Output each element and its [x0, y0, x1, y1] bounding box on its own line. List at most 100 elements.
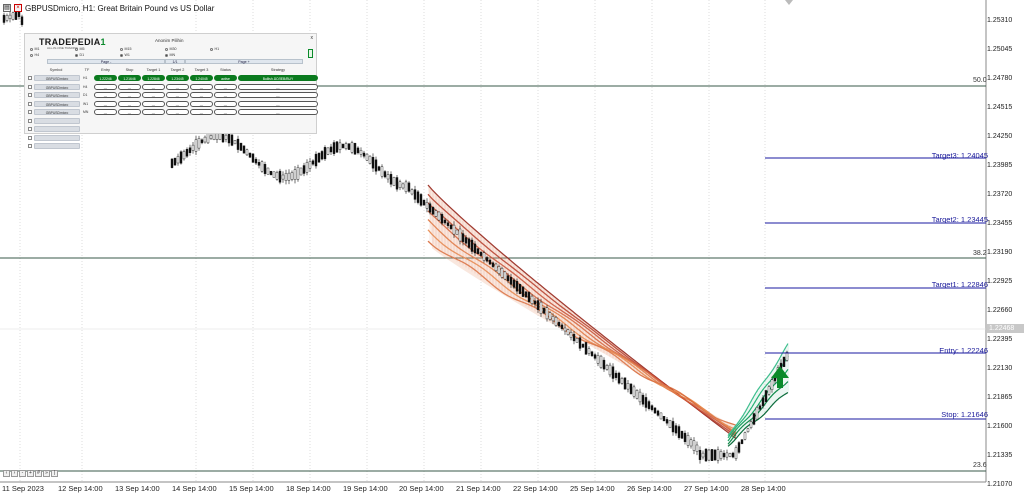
row-symbol[interactable]: GBPUSDmicro — [34, 109, 80, 115]
table-row[interactable]: GBPUSDmicro H1 1.22246 1.21646 1.22846 1.2344… — [28, 75, 318, 81]
price-tick: 1.23720 — [987, 191, 1013, 198]
price-tick: 1.24250 — [987, 133, 1013, 140]
col-stop-header: Stop — [125, 68, 134, 72]
panel-toggle-button[interactable] — [308, 49, 313, 58]
row-checkbox[interactable] — [28, 101, 32, 106]
price-tick: 1.23455 — [987, 220, 1013, 227]
timeframe-label: W1 — [124, 53, 130, 57]
empty-row — [28, 117, 318, 124]
time-tick: 22 Sep 14:00 — [513, 484, 558, 493]
row-t1: 1.22846 — [142, 75, 165, 81]
timeframe-option-m5[interactable]: M5 — [75, 47, 85, 51]
chart-close-icon[interactable]: × — [14, 4, 22, 12]
row-timeframe: H1 — [83, 76, 88, 80]
row-stop: --- — [118, 83, 141, 90]
fib-50-label: 50.0 — [973, 77, 987, 84]
row-checkbox[interactable] — [28, 110, 32, 114]
zoom-in-icon[interactable]: + — [27, 470, 34, 477]
timeframe-label: M15 — [124, 47, 132, 51]
table-row[interactable]: GBPUSDmicro H4 --- --- --- --- --- --- --- — [28, 83, 318, 90]
price-tick: 1.23190 — [987, 249, 1013, 256]
row-symbol[interactable]: GBPUSDmicro — [34, 92, 80, 98]
row-checkbox[interactable] — [28, 118, 32, 123]
row-strategy: --- — [238, 92, 318, 98]
radio-icon[interactable] — [120, 47, 123, 51]
row-stop: --- — [118, 109, 141, 115]
radio-icon[interactable] — [165, 47, 168, 51]
panel-close-icon[interactable]: x — [310, 35, 314, 41]
radio-icon[interactable] — [75, 53, 78, 57]
row-strategy: --- — [238, 83, 318, 90]
timeframe-label: H4 — [34, 53, 40, 57]
chart-symbol-title: GBPUSDmicro, H1: Great Britain Pound vs … — [25, 3, 215, 13]
timeframe-option-mn[interactable]: MN — [165, 53, 175, 57]
row-t1: --- — [142, 83, 165, 90]
radio-icon[interactable] — [210, 47, 213, 51]
row-checkbox[interactable] — [28, 84, 32, 89]
col-target3-header: Target 3 — [194, 68, 209, 72]
timeframe-option-w1[interactable]: W1 — [120, 53, 130, 57]
page-prev-button[interactable]: Page - — [47, 59, 165, 64]
radio-icon[interactable] — [165, 53, 168, 57]
panel-title: Anonim Pilihin — [155, 38, 184, 43]
table-row[interactable]: GBPUSDmicro W1 --- --- --- --- --- --- --- — [28, 100, 318, 107]
table-row[interactable]: GBPUSDmicro D1 --- --- --- --- --- --- --- — [28, 92, 318, 98]
row-checkbox[interactable] — [28, 127, 32, 131]
radio-icon[interactable] — [30, 53, 33, 57]
radio-icon[interactable] — [75, 47, 78, 51]
timeframe-option-d1[interactable]: D1 — [75, 53, 84, 57]
row-checkbox[interactable] — [28, 144, 32, 148]
row-symbol-empty — [34, 126, 80, 132]
col-target1-header: Target 1 — [146, 68, 161, 72]
timeframe-option-m1[interactable]: M1 — [30, 47, 40, 51]
time-tick: 13 Sep 14:00 — [115, 484, 160, 493]
row-timeframe: D1 — [83, 93, 88, 97]
scroll-right-icon[interactable]: › — [11, 470, 18, 477]
ma-ribbons — [427, 184, 789, 447]
timeframe-option-m15[interactable]: M15 — [120, 47, 132, 51]
timeframe-label: M30 — [169, 47, 177, 51]
autoscroll-icon[interactable]: » — [43, 470, 50, 477]
timeframe-option-h4[interactable]: H4 — [30, 53, 39, 57]
time-tick: 25 Sep 14:00 — [570, 484, 615, 493]
radio-icon[interactable] — [120, 53, 123, 57]
row-symbol[interactable]: GBPUSDmicro — [34, 100, 80, 107]
grid-toggle-icon[interactable]: # — [35, 470, 42, 477]
time-tick: 27 Sep 14:00 — [684, 484, 729, 493]
row-t2: --- — [166, 109, 189, 115]
price-tick: 1.22395 — [987, 336, 1013, 343]
radio-icon[interactable] — [30, 47, 33, 51]
scroll-left-icon[interactable]: ‹ — [3, 470, 10, 477]
row-status: --- — [214, 83, 237, 90]
time-tick: 26 Sep 14:00 — [627, 484, 672, 493]
row-checkbox[interactable] — [28, 135, 32, 140]
chart-shift-icon[interactable] — [785, 0, 793, 5]
row-t2: --- — [166, 92, 189, 98]
price-tick: 1.21600 — [987, 423, 1013, 430]
table-row[interactable]: GBPUSDmicro MN --- --- --- --- --- --- --- — [28, 109, 318, 115]
chart-scroll-controls: ‹ › - + # » | — [3, 470, 58, 477]
zoom-out-icon[interactable]: - — [19, 470, 26, 477]
row-symbol-empty — [34, 117, 80, 124]
row-symbol[interactable]: GBPUSDmicro — [34, 75, 80, 81]
buy-arrow — [771, 366, 789, 388]
timeframe-label: M1 — [34, 47, 40, 51]
timeframe-option-m30[interactable]: M30 — [165, 47, 177, 51]
row-symbol[interactable]: GBPUSDmicro — [34, 83, 80, 90]
price-tick: 1.22130 — [987, 365, 1013, 372]
row-checkbox[interactable] — [28, 93, 32, 97]
price-tick: 1.23985 — [987, 162, 1013, 169]
price-tick: 1.24515 — [987, 104, 1013, 111]
row-checkbox[interactable] — [28, 76, 32, 80]
fib-23-label: 23.6 — [973, 462, 987, 469]
timeframe-option-h1[interactable]: H1 — [210, 47, 219, 51]
row-t3: --- — [190, 109, 213, 115]
page-next-button[interactable]: Page + — [185, 59, 303, 64]
col-strategy-header: Strategy — [270, 68, 286, 72]
row-entry: 1.22246 — [94, 75, 117, 81]
chart-menu-icon[interactable]: ▤ — [3, 4, 11, 12]
shift-icon[interactable]: | — [51, 470, 58, 477]
price-tick: 1.25045 — [987, 46, 1013, 53]
price-tick: 1.24780 — [987, 75, 1013, 82]
